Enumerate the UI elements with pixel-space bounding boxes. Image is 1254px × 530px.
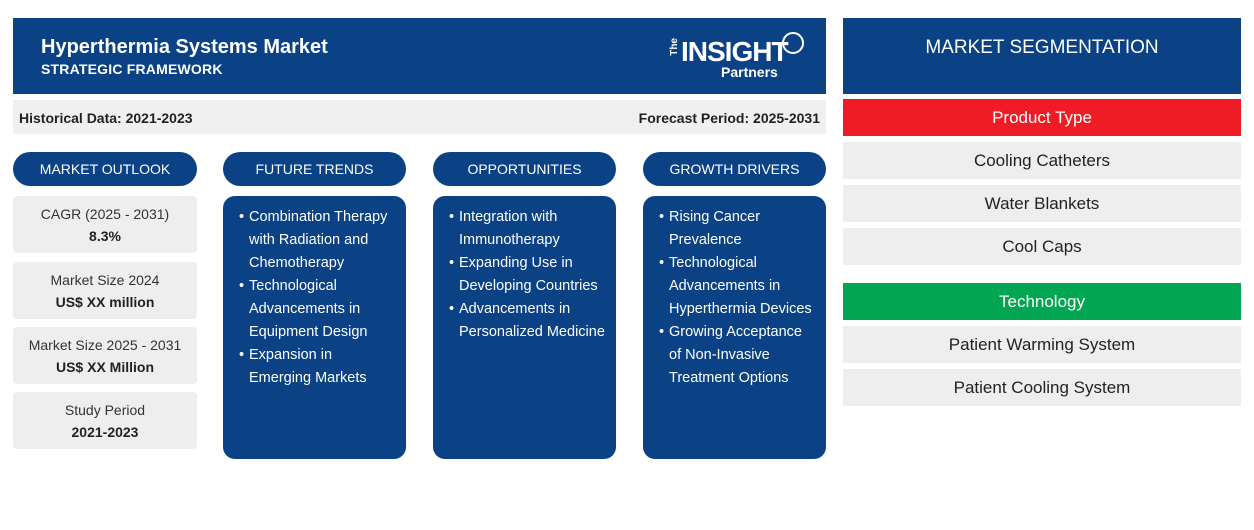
list-item: Technological Advancements in Hypertherm… [659, 252, 818, 321]
future-trends-heading: FUTURE TRENDS [223, 152, 406, 186]
segment-item: Cool Caps [843, 228, 1241, 265]
insight-partners-logo: The INSIGHT Partners [669, 32, 804, 84]
future-trends-box: Combination Therapy with Radiation and C… [223, 196, 406, 459]
cagr-stat: CAGR (2025 - 2031) 8.3% [13, 196, 197, 253]
logo-insight-text: INSIGHT [681, 36, 789, 67]
market-outlook-heading: MARKET OUTLOOK [13, 152, 197, 186]
market-size-2024-stat: Market Size 2024 US$ XX million [13, 262, 197, 319]
list-item: Combination Therapy with Radiation and C… [239, 206, 398, 275]
market-size-forecast-stat: Market Size 2025 - 2031 US$ XX Million [13, 327, 197, 384]
stat-label: CAGR (2025 - 2031) [40, 206, 170, 222]
segment-item: Cooling Catheters [843, 142, 1241, 179]
stat-value: US$ XX million [55, 294, 155, 310]
segment-item: Patient Cooling System [843, 369, 1241, 406]
list-item: Integration with Immunotherapy [449, 206, 608, 252]
report-header: Hyperthermia Systems Market STRATEGIC FR… [13, 18, 826, 94]
logo-the-text: The [669, 38, 680, 56]
list-item: Technological Advancements in Equipment … [239, 275, 398, 344]
list-item: Expansion in Emerging Markets [239, 344, 398, 390]
report-title: Hyperthermia Systems Market [41, 36, 328, 58]
list-item: Expanding Use in Developing Countries [449, 252, 608, 298]
stat-value: 2021-2023 [71, 424, 139, 440]
opportunities-box: Integration with Immunotherapy Expanding… [433, 196, 616, 459]
opportunities-heading: OPPORTUNITIES [433, 152, 616, 186]
segment-item: Water Blankets [843, 185, 1241, 222]
logo-partners-text: Partners [721, 64, 778, 80]
logo-ring-icon [782, 32, 804, 54]
list-item: Growing Acceptance of Non-Invasive Treat… [659, 321, 818, 390]
segment-item: Patient Warming System [843, 326, 1241, 363]
market-segmentation-title: MARKET SEGMENTATION [843, 18, 1241, 94]
stat-value: US$ XX Million [55, 359, 154, 375]
growth-drivers-box: Rising Cancer Prevalence Technological A… [643, 196, 826, 459]
segment-product-type: Product Type [843, 99, 1241, 136]
historical-data-label: Historical Data: 2021-2023 [19, 110, 193, 126]
stat-value: 8.3% [89, 228, 121, 244]
forecast-period-label: Forecast Period: 2025-2031 [638, 110, 820, 126]
period-bar: Historical Data: 2021-2023 Forecast Peri… [13, 100, 826, 134]
stat-label: Market Size 2025 - 2031 [28, 337, 182, 353]
list-item: Advancements in Personalized Medicine [449, 298, 608, 344]
stat-label: Study Period [64, 402, 146, 418]
growth-drivers-heading: GROWTH DRIVERS [643, 152, 826, 186]
segment-technology: Technology [843, 283, 1241, 320]
list-item: Rising Cancer Prevalence [659, 206, 818, 252]
report-subtitle: STRATEGIC FRAMEWORK [41, 61, 223, 77]
study-period-stat: Study Period 2021-2023 [13, 392, 197, 449]
stat-label: Market Size 2024 [50, 272, 160, 288]
